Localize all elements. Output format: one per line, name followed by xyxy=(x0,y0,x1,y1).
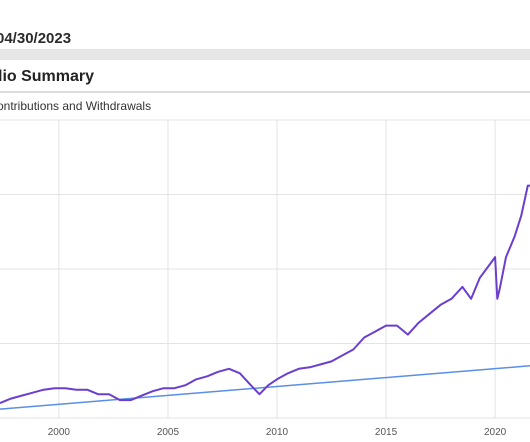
x-tick-label: 2020 xyxy=(484,427,507,438)
x-axis-ticks: 2000 2005 2010 2015 2020 xyxy=(48,427,507,438)
x-tick-label: 2005 xyxy=(157,427,180,438)
report-date: 04/30/2023 xyxy=(0,30,72,47)
portfolio-chart: 2000 2005 2010 2015 2020 xyxy=(0,119,530,438)
x-tick-label: 2010 xyxy=(266,427,289,438)
section-title: lio Summary xyxy=(0,68,95,85)
title-divider xyxy=(0,91,530,93)
x-tick-label: 2000 xyxy=(48,427,71,438)
x-tick-label: 2015 xyxy=(375,427,398,438)
portfolio-line xyxy=(0,184,530,405)
chart-grid xyxy=(0,119,530,419)
chart-series xyxy=(0,184,530,410)
header-divider xyxy=(0,49,530,60)
chart-subtitle: ontributions and Withdrawals xyxy=(0,99,152,113)
